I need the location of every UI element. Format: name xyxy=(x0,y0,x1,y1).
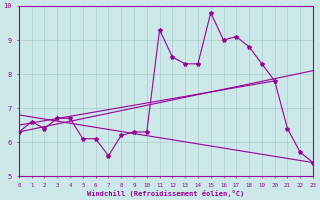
X-axis label: Windchill (Refroidissement éolien,°C): Windchill (Refroidissement éolien,°C) xyxy=(87,190,244,197)
